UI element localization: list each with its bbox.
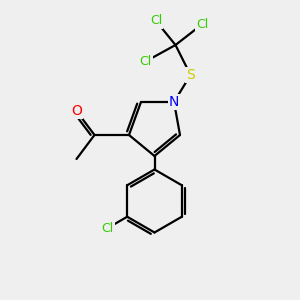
- Text: O: O: [71, 104, 82, 118]
- Text: Cl: Cl: [102, 221, 114, 235]
- Text: S: S: [186, 68, 195, 82]
- Text: Cl: Cl: [140, 55, 152, 68]
- Text: Cl: Cl: [196, 17, 208, 31]
- Text: N: N: [169, 95, 179, 109]
- Text: Cl: Cl: [150, 14, 162, 28]
